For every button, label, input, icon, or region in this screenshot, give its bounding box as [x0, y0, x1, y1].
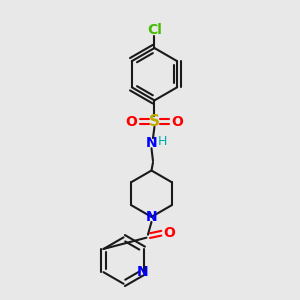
Text: O: O — [171, 115, 183, 129]
Text: H: H — [158, 135, 167, 148]
Text: O: O — [126, 115, 137, 129]
Text: O: O — [164, 226, 176, 240]
Text: S: S — [149, 114, 160, 129]
Text: N: N — [146, 210, 157, 224]
Text: N: N — [136, 265, 148, 279]
Text: N: N — [146, 136, 157, 150]
Text: Cl: Cl — [147, 22, 162, 37]
